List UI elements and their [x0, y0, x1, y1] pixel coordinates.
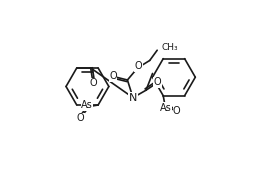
- Text: O: O: [154, 77, 161, 87]
- Text: As: As: [160, 103, 172, 113]
- Text: N: N: [129, 93, 137, 103]
- Text: As: As: [81, 100, 93, 110]
- Text: CH₃: CH₃: [162, 43, 178, 52]
- Text: O: O: [77, 113, 84, 123]
- Text: O: O: [173, 106, 181, 116]
- Text: O: O: [109, 71, 117, 81]
- Text: O: O: [90, 78, 97, 88]
- Text: O: O: [135, 61, 142, 71]
